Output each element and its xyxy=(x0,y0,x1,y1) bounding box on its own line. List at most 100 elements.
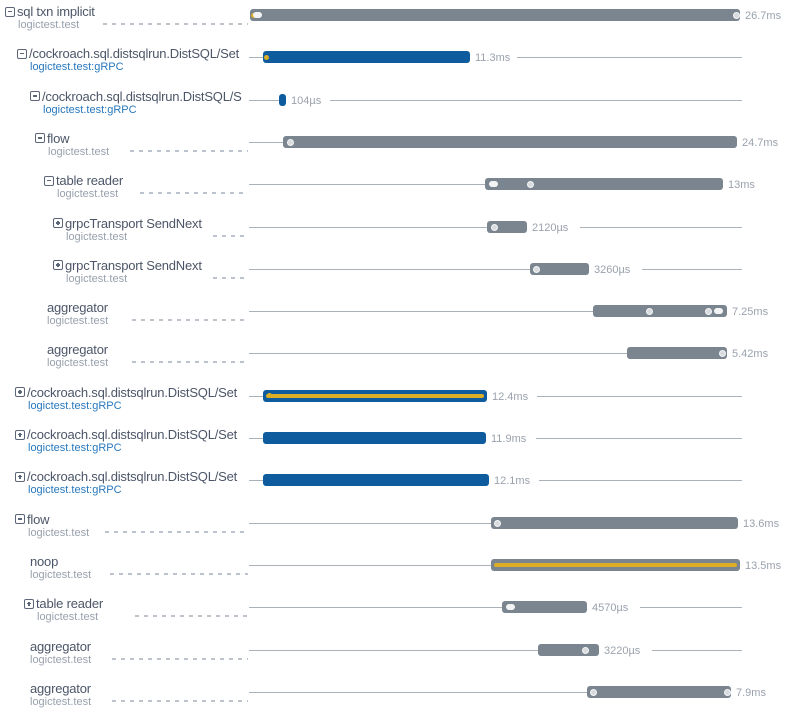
trace-span-row: table reader logictest.test 13ms xyxy=(0,172,786,214)
span-service-label: logictest.test xyxy=(37,611,99,624)
leader-dashed-line xyxy=(132,319,248,322)
span-duration-bar[interactable] xyxy=(502,601,587,614)
span-duration-bar[interactable] xyxy=(538,643,599,656)
span-service-label: logictest.test xyxy=(28,526,90,539)
span-duration-bar[interactable] xyxy=(587,685,731,698)
span-duration-bar[interactable] xyxy=(263,51,470,64)
span-duration-bar[interactable] xyxy=(283,135,737,148)
log-marker-dot xyxy=(494,519,501,527)
trace-span-row: /cockroach.sql.distsqlrun.DistSQL/Set lo… xyxy=(0,45,786,87)
collapse-icon[interactable] xyxy=(5,6,15,17)
leader-dashed-line xyxy=(130,149,248,152)
expand-icon[interactable] xyxy=(15,471,25,482)
span-title-line: flow xyxy=(0,131,250,146)
span-duration-bar[interactable] xyxy=(263,474,489,487)
timeline-line-before xyxy=(249,607,502,609)
span-duration-label: 7.25ms xyxy=(732,306,769,319)
collapse-icon[interactable] xyxy=(44,175,54,186)
span-label: aggregator logictest.test xyxy=(0,299,250,341)
span-label: table reader logictest.test xyxy=(0,172,250,214)
timeline-line-before xyxy=(249,99,279,101)
leader-dashed-line xyxy=(105,530,248,533)
timeline-line-before xyxy=(249,184,485,186)
expand-icon[interactable] xyxy=(53,218,63,228)
span-duration-bar[interactable] xyxy=(627,347,727,360)
trace-span-row: grpcTransport SendNext logictest.test 21… xyxy=(0,215,786,257)
expand-icon[interactable] xyxy=(15,387,25,398)
span-label: flow logictest.test xyxy=(0,511,250,553)
span-title-line: /cockroach.sql.distsqlrun.DistSQL/Set xyxy=(0,385,250,400)
trace-span-row: noop logictest.test 13.5ms xyxy=(0,553,786,595)
trace-span-row: aggregator logictest.test 5.42ms xyxy=(0,341,786,383)
timeline-line-before xyxy=(249,649,538,651)
span-label: sql txn implicit logictest.test xyxy=(0,3,250,45)
span-label: aggregator logictest.test xyxy=(0,341,250,383)
collapse-icon[interactable] xyxy=(15,514,25,525)
collapse-icon[interactable] xyxy=(35,133,45,144)
log-marker-dot xyxy=(527,181,534,189)
leader-dashed-line xyxy=(135,615,248,618)
span-duration-label: 13.6ms xyxy=(743,517,780,530)
span-title-line: aggregator xyxy=(0,639,250,654)
span-duration-bar[interactable] xyxy=(263,389,487,402)
trace-span-row: sql txn implicit logictest.test 26.7ms xyxy=(0,3,786,45)
span-title-line: aggregator xyxy=(0,300,250,315)
log-marker-dot xyxy=(264,54,269,60)
collapse-icon[interactable] xyxy=(30,91,40,102)
timeline-line-after xyxy=(652,649,742,651)
log-marker-dot xyxy=(267,393,272,399)
span-service-label: logictest.test xyxy=(47,357,109,370)
span-label: /cockroach.sql.distsqlrun.DistSQL/Set lo… xyxy=(0,468,250,510)
span-label: noop logictest.test xyxy=(0,553,250,595)
span-duration-label: 12.4ms xyxy=(492,390,529,403)
expand-icon[interactable] xyxy=(53,260,63,271)
timeline-line-after xyxy=(537,395,742,397)
span-duration-bar[interactable] xyxy=(485,178,723,191)
log-marker-dot xyxy=(646,308,653,316)
span-label: flow logictest.test xyxy=(0,130,250,172)
span-service-label: logictest.test:gRPC xyxy=(28,399,122,412)
span-title: /cockroach.sql.distsqlrun.DistSQL/Set xyxy=(27,469,238,485)
span-subtitle-line: logictest.test:gRPC xyxy=(0,104,250,116)
span-service-label: logictest.test xyxy=(30,568,92,581)
expand-icon[interactable] xyxy=(24,598,34,609)
leader-dashed-line xyxy=(213,234,248,237)
timeline-line-after xyxy=(330,99,742,101)
span-label: aggregator logictest.test xyxy=(0,680,250,714)
span-service-label: logictest.test xyxy=(66,230,128,243)
span-duration-label: 11.3ms xyxy=(475,52,511,65)
span-duration-bar[interactable] xyxy=(250,9,740,21)
span-title-line: aggregator xyxy=(0,681,250,696)
timeline-line-before xyxy=(249,564,491,566)
span-service-label: logictest.test xyxy=(30,653,92,666)
log-marker-dot xyxy=(253,12,262,18)
span-title-line: aggregator xyxy=(0,342,250,357)
trace-span-row: grpcTransport SendNext logictest.test 32… xyxy=(0,257,786,299)
span-subtitle-line: logictest.test xyxy=(0,357,250,369)
timeline-line-before xyxy=(249,353,627,355)
span-duration-bar[interactable] xyxy=(491,516,738,529)
span-duration-label: 26.7ms xyxy=(745,10,782,22)
span-duration-bar[interactable] xyxy=(593,305,727,318)
span-subtitle-line: logictest.test xyxy=(0,696,250,708)
span-duration-label: 3220µs xyxy=(604,644,641,657)
log-marker-dot xyxy=(714,308,723,315)
span-duration-bar[interactable] xyxy=(530,262,589,275)
span-title: aggregator xyxy=(30,638,91,654)
span-duration-bar[interactable] xyxy=(263,432,486,444)
leader-dashed-line xyxy=(132,361,248,364)
span-subtitle-line: logictest.test:gRPC xyxy=(0,484,250,496)
log-marker-dot xyxy=(491,223,498,231)
span-subtitle-line: logictest.test:gRPC xyxy=(0,61,250,73)
span-title-line: flow xyxy=(0,512,250,527)
log-marker-dot xyxy=(506,604,515,611)
collapse-icon[interactable] xyxy=(17,48,27,59)
leader-dashed-line xyxy=(110,572,248,575)
span-duration-bar[interactable] xyxy=(491,558,740,571)
span-duration-bar[interactable] xyxy=(279,93,286,106)
leader-dashed-line xyxy=(213,276,248,279)
span-duration-label: 12.1ms xyxy=(494,475,531,488)
expand-icon[interactable] xyxy=(15,429,25,440)
trace-span-row: aggregator logictest.test 3220µs xyxy=(0,638,786,680)
